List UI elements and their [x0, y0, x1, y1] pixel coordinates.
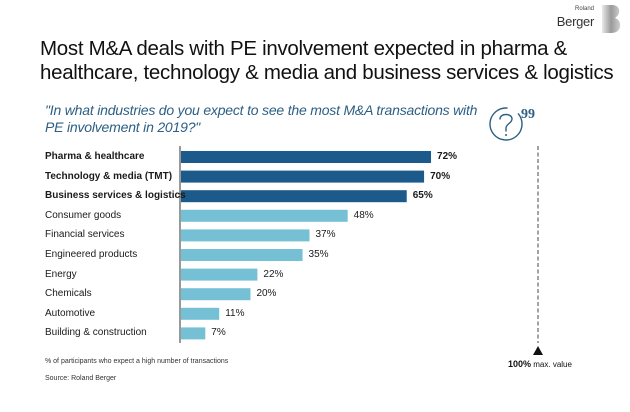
bar-engineered-products — [181, 249, 303, 261]
value-label: 35% — [308, 249, 329, 260]
max-value-number: 100% — [508, 359, 532, 369]
bar-business-services-logistics — [181, 190, 407, 203]
question-quote-icon: 99 — [489, 107, 535, 141]
value-label: 22% — [263, 268, 284, 280]
bar-financial-services — [181, 229, 310, 242]
bar-pharma-healthcare — [181, 151, 432, 163]
category-label: Pharma & healthcare — [45, 151, 145, 162]
value-label: 65% — [412, 190, 433, 202]
category-label: Engineered products — [45, 249, 138, 260]
category-label: Technology & media (TMT) — [45, 170, 173, 182]
category-label: Business services & logistics — [45, 190, 186, 202]
bars-group — [181, 151, 432, 340]
bar-chemicals — [181, 288, 251, 301]
category-label: Financial services — [45, 229, 125, 241]
max-value-text: max. value — [533, 360, 572, 369]
roland-berger-logo: Roland Berger — [502, 4, 622, 34]
value-label: 70% — [430, 170, 451, 182]
value-label: 48% — [353, 209, 374, 221]
category-label: Automotive — [45, 307, 96, 319]
category-label: Consumer goods — [45, 209, 122, 221]
logo-b-icon — [602, 5, 621, 33]
value-label: 37% — [315, 229, 336, 241]
category-label: Building & construction — [45, 327, 147, 339]
value-label: 20% — [256, 288, 277, 300]
page-title: Most M&A deals with PE involvement expec… — [40, 37, 614, 84]
max-value-label: 100% max. value — [508, 359, 572, 369]
bar-consumer-goods — [181, 209, 348, 222]
bar-building-construction — [181, 327, 206, 340]
source-note: Source: Roland Berger — [45, 375, 117, 382]
footnote: % of participants who expect a high numb… — [45, 358, 229, 365]
value-label: 7% — [211, 327, 226, 339]
value-label: 72% — [437, 151, 458, 162]
value-label: 11% — [225, 307, 245, 319]
logo-text-small: Roland — [574, 6, 594, 12]
survey-question: "In what industries do you expect to see… — [45, 102, 478, 135]
svg-text:99: 99 — [521, 107, 535, 122]
triangle-up-icon — [533, 346, 543, 355]
category-label: Energy — [45, 268, 77, 280]
bar-technology-media-tmt — [181, 170, 425, 183]
bar-energy — [181, 268, 258, 281]
bar-automotive — [181, 307, 220, 320]
category-label: Chemicals — [45, 288, 92, 300]
logo-text-big: Berger — [556, 14, 595, 29]
